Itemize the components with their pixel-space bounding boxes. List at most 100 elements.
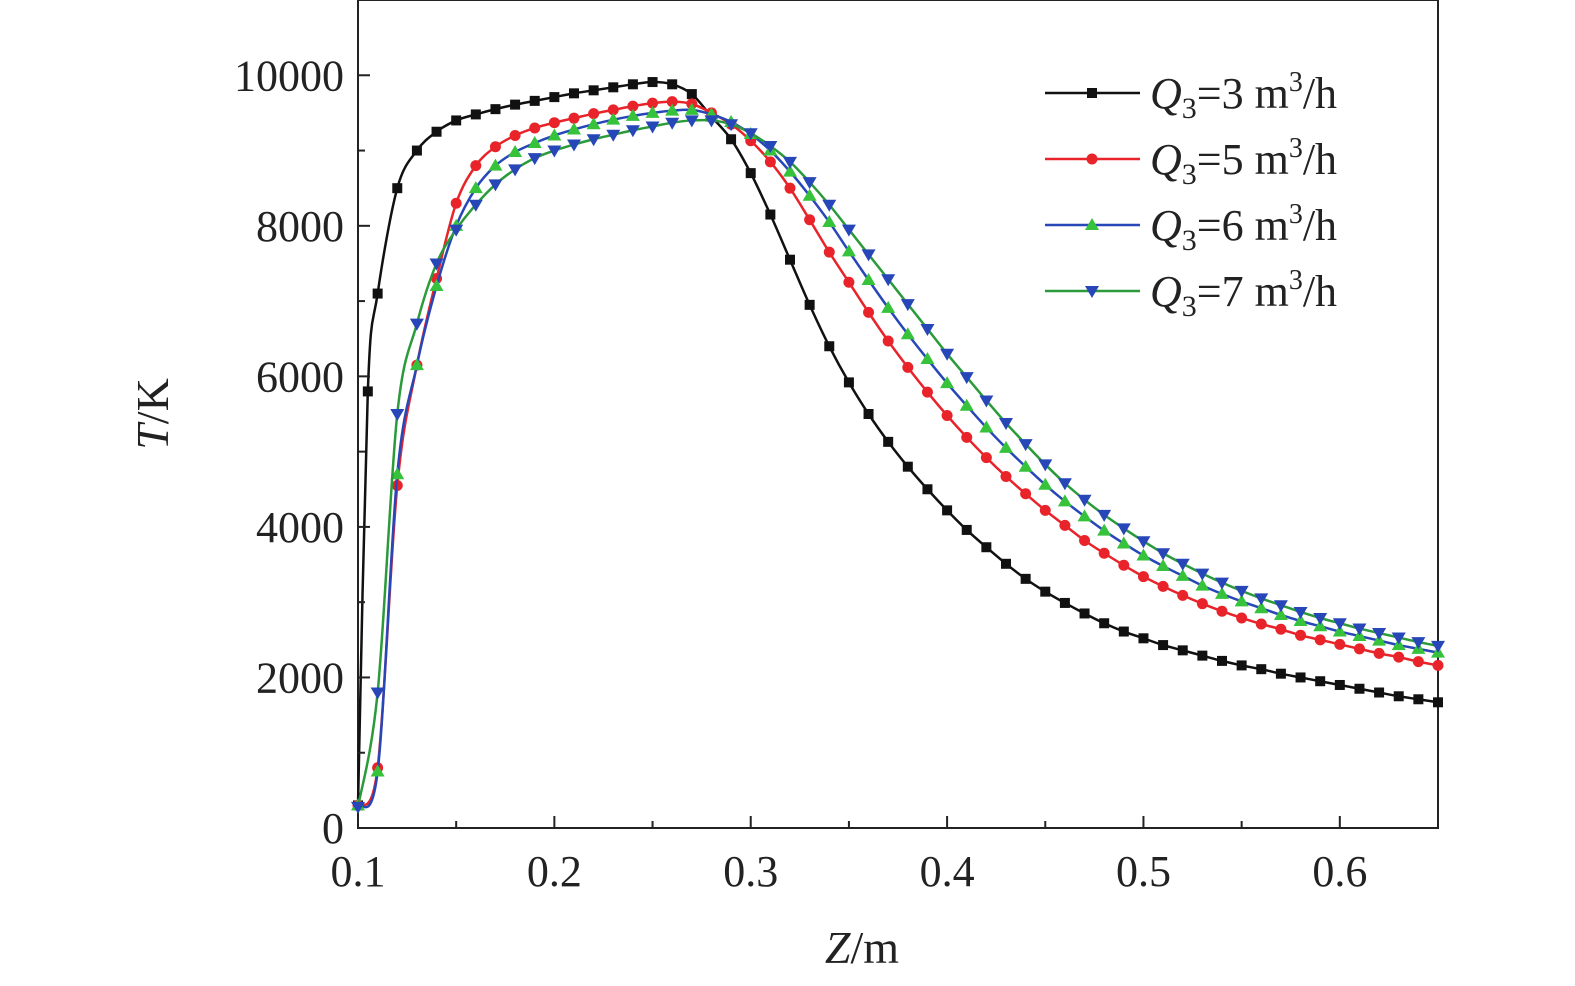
series-1-point <box>883 436 894 447</box>
y-tick-label: 8000 <box>256 202 344 251</box>
plot-area <box>357 0 1439 829</box>
series-4-point <box>999 418 1013 431</box>
series-4-point <box>783 156 797 169</box>
series-4-point <box>370 687 385 700</box>
series-4-point <box>1195 568 1210 581</box>
series-2-point <box>627 100 639 112</box>
series-1-point <box>1413 694 1424 705</box>
series-1-point <box>824 341 835 352</box>
series-4-point <box>1273 600 1288 613</box>
x-tick-label: 0.6 <box>1312 847 1367 896</box>
series-2-point <box>784 182 796 194</box>
series-1-point <box>1138 633 1149 644</box>
series-3-point <box>841 244 856 257</box>
series-1-point <box>490 104 501 115</box>
series-1-point <box>529 95 540 106</box>
series-3-point <box>547 128 562 141</box>
series-3-point <box>370 764 385 777</box>
series-1-point <box>431 126 442 137</box>
series-1-point <box>411 145 422 156</box>
series-2-point <box>1275 623 1287 635</box>
series-3-point <box>1077 509 1092 522</box>
series-1-point <box>1393 691 1404 702</box>
series-4-point <box>606 129 621 142</box>
series-1-point <box>1217 655 1227 666</box>
series-3-point <box>468 181 483 194</box>
series-2-point <box>882 335 894 347</box>
series-4-point <box>822 199 837 212</box>
legend-label: Q3=7 m3/h <box>1150 265 1337 323</box>
series-4-point <box>881 274 896 287</box>
series-4-point <box>1038 459 1053 472</box>
series-1-point <box>647 77 658 88</box>
series-1-point <box>1118 626 1129 637</box>
series-2-point <box>1353 643 1365 655</box>
series-2-point <box>509 129 521 141</box>
series-3-point <box>508 145 523 158</box>
series-3-point <box>527 136 542 149</box>
series-4-point <box>959 372 974 385</box>
series-1-point <box>1197 650 1208 661</box>
y-axis-label: T/K <box>127 378 178 450</box>
series-2-point <box>1118 559 1130 571</box>
series-2-point <box>980 452 992 464</box>
series-3-point <box>783 164 797 177</box>
series-2-point <box>1137 571 1149 583</box>
x-axis-label: Z/m <box>825 922 899 973</box>
series-3-point <box>1254 601 1269 614</box>
series-4-point <box>665 117 680 130</box>
x-tick-label: 0.5 <box>1116 847 1171 896</box>
series-3-point <box>1156 559 1171 572</box>
series-1-point <box>1079 608 1090 619</box>
series-2-point <box>764 156 776 168</box>
series-2-point <box>902 361 914 373</box>
series-3-point <box>881 300 896 313</box>
series-4-point <box>1254 593 1269 606</box>
series-1-point <box>372 288 383 299</box>
series-4-point <box>1057 478 1072 491</box>
series-4-point <box>390 409 405 421</box>
series-1-point <box>765 209 776 220</box>
series-3-point <box>586 117 601 130</box>
series-2-point <box>1412 656 1424 668</box>
series-3-point <box>1097 523 1112 536</box>
series-3-point <box>1038 477 1053 490</box>
x-tick-label: 0.3 <box>723 847 778 896</box>
series-1-line <box>356 80 1439 806</box>
series-2-point <box>450 197 462 209</box>
series-3-point <box>1018 459 1033 472</box>
series-1-point <box>549 92 560 103</box>
legend-item-2: Q3=5 m3/h <box>1045 133 1337 191</box>
legend: Q3=3 m3/h Q3=5 m3/h Q3=6 m3/h Q3=7 m3/h <box>1045 67 1337 323</box>
series-3-point <box>645 105 660 118</box>
series-2-point <box>1216 605 1228 617</box>
series-2-point <box>823 246 835 258</box>
legend-label: Q3=6 m3/h <box>1150 199 1337 257</box>
series-1-point <box>588 85 599 96</box>
series-2-point <box>1196 598 1208 610</box>
legend-item-1: Q3=3 m3/h <box>1045 67 1337 125</box>
series-4-point <box>1136 536 1151 549</box>
series-3-point <box>1234 594 1249 607</box>
series-1-point <box>804 299 815 310</box>
series-2-point <box>843 276 855 288</box>
series-4-point <box>586 134 601 147</box>
series-4-point <box>1215 577 1229 590</box>
series-3-point <box>488 158 503 171</box>
series-4-point <box>900 299 915 312</box>
legend-label: Q3=5 m3/h <box>1150 133 1337 191</box>
series-1-point <box>863 409 874 419</box>
series-2-point <box>588 108 600 120</box>
series-3-point <box>429 279 444 292</box>
series-4-point <box>763 141 778 154</box>
series-3-point <box>567 122 581 135</box>
series-4-point <box>861 249 876 262</box>
x-tick-label: 0.4 <box>920 847 975 896</box>
series-4-point <box>547 145 562 158</box>
series-1-point <box>627 79 638 90</box>
series-2-point <box>548 117 560 129</box>
legend-marker <box>1085 286 1099 298</box>
legend-marker <box>1085 218 1099 230</box>
series-3-point <box>900 327 915 340</box>
series-2-point <box>1000 470 1012 482</box>
